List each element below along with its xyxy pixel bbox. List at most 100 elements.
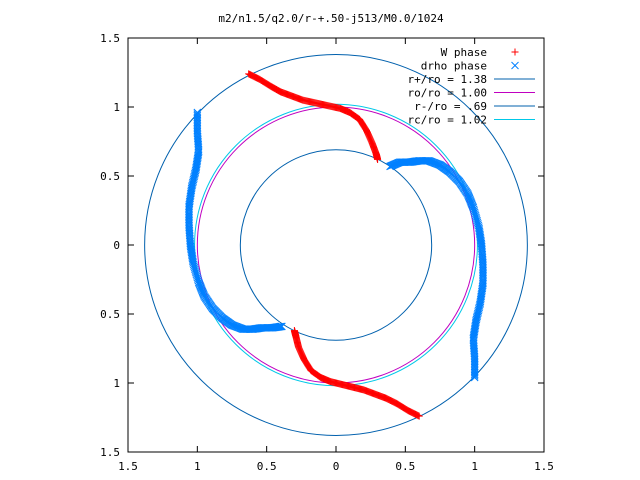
drho-phase-point (187, 189, 195, 198)
drho-phase-point (475, 226, 484, 234)
drho-phase-point (194, 276, 203, 285)
drho-phase-point (469, 205, 478, 214)
drho-phase-point (187, 183, 196, 191)
drho-phase-point (190, 174, 198, 182)
drho-phase-point (192, 268, 200, 277)
drho-phase-point (185, 197, 194, 206)
y-tick-label: 1.5 (100, 446, 120, 459)
drho-phase-point (188, 181, 196, 190)
drho-phase-point (477, 287, 486, 296)
drho-phase-point (478, 286, 486, 294)
drho-phase-point (186, 194, 195, 203)
drho-phase-point (476, 299, 485, 307)
legend-label: r+/ro = 1.38 (408, 73, 487, 86)
drho-phase-point (186, 191, 195, 199)
drho-phase-point (473, 312, 481, 321)
drho-phase-point (476, 297, 485, 306)
legend-label: rc/ro = 1.02 (408, 114, 487, 127)
drho-phase-point (187, 188, 195, 196)
drho-phase-point (188, 256, 197, 264)
drho-phase-point (478, 284, 487, 293)
drho-phase-point (188, 178, 197, 187)
chart-title: m2/n1.5/q2.0/r-+.50-j513/M0.0/1024 (218, 12, 444, 25)
drho-phase-point (193, 271, 201, 280)
drho-phase-point (476, 300, 484, 309)
y-tick-label: 1 (113, 101, 120, 114)
drho-phase-point (189, 260, 198, 269)
drho-phase-point (471, 210, 479, 219)
drho-phase-point (186, 192, 195, 201)
drho-phase-point (189, 259, 198, 267)
drho-phase-point (190, 171, 199, 179)
drho-phase-point (475, 302, 484, 310)
circle-roro (196, 106, 476, 384)
drho-phase-point (472, 215, 481, 223)
drho-phase-point (474, 223, 483, 231)
drho-phase-point (477, 294, 485, 302)
drho-phase-point (188, 254, 197, 263)
drho-phase-point (471, 211, 480, 220)
drho-phase-point (193, 275, 202, 283)
drho-phase-point (472, 315, 481, 324)
drho-phase-point (474, 305, 483, 313)
x-tick-label: 0 (333, 460, 340, 473)
drho-phase-point (188, 180, 197, 188)
drho-phase-point (477, 292, 485, 301)
x-tick-label: 1 (194, 460, 201, 473)
axes-frame: 1.5 1 0.5 0 0.5 1 1.51.510.500.511.5 (100, 32, 554, 473)
y-tick-label: 1 (113, 377, 120, 390)
y-tick-label: 0.5 (100, 170, 120, 183)
x-tick-label: 0.5 (257, 460, 277, 473)
circle-r-ro (239, 149, 433, 341)
drho-phase-point (191, 166, 200, 175)
legend-label: r-/ro = .69 (414, 100, 487, 113)
drho-phase-point (189, 177, 198, 185)
drho-phase-point (511, 61, 519, 70)
drho-phase-point (474, 221, 483, 230)
x-tick-label: 1.5 (118, 460, 138, 473)
drho-phase-point (187, 186, 196, 195)
drho-phase-point (191, 169, 199, 178)
drho-phase-point (475, 224, 483, 233)
drho-phase-point (474, 308, 482, 316)
phase-markers (185, 70, 487, 420)
w-phase-series (245, 70, 423, 420)
drho-phase-point (191, 168, 200, 176)
drho-phase-point (190, 263, 199, 272)
legend-label: W phase (441, 46, 487, 59)
drho-phase-point (473, 218, 482, 227)
drho-phase-series (185, 108, 487, 382)
drho-phase-point (477, 291, 486, 299)
drho-phase-point (473, 216, 481, 225)
drho-phase-point (472, 317, 480, 325)
drho-phase-point (476, 295, 485, 304)
drho-phase-point (473, 309, 482, 318)
y-tick-label: 1.5 (100, 32, 120, 45)
drho-phase-point (471, 318, 480, 327)
drho-phase-point (192, 270, 201, 279)
legend-label: drho phase (421, 60, 487, 73)
drho-phase-point (474, 219, 482, 228)
x-tick-label: 1 (471, 460, 478, 473)
drho-phase-point (473, 311, 482, 319)
drho-phase-point (191, 265, 199, 274)
circle-rcro (194, 103, 478, 387)
drho-phase-point (191, 267, 200, 275)
drho-phase-point (190, 262, 198, 271)
x-tick-label: 0.5 (395, 460, 415, 473)
drho-phase-point (470, 208, 479, 217)
drho-phase-point (189, 257, 197, 266)
drho-phase-point (472, 314, 481, 322)
drho-phase-point (474, 306, 483, 315)
circle-r+ro (144, 54, 528, 436)
y-tick-label: 0.5 (100, 308, 120, 321)
drho-phase-point (187, 184, 196, 193)
drho-phase-point (475, 303, 484, 312)
drho-phase-point (470, 207, 479, 215)
legend-label: ro/ro = 1.00 (408, 87, 487, 100)
drho-phase-point (193, 273, 202, 282)
drho-phase-point (475, 227, 484, 236)
drho-phase-point (278, 322, 286, 331)
